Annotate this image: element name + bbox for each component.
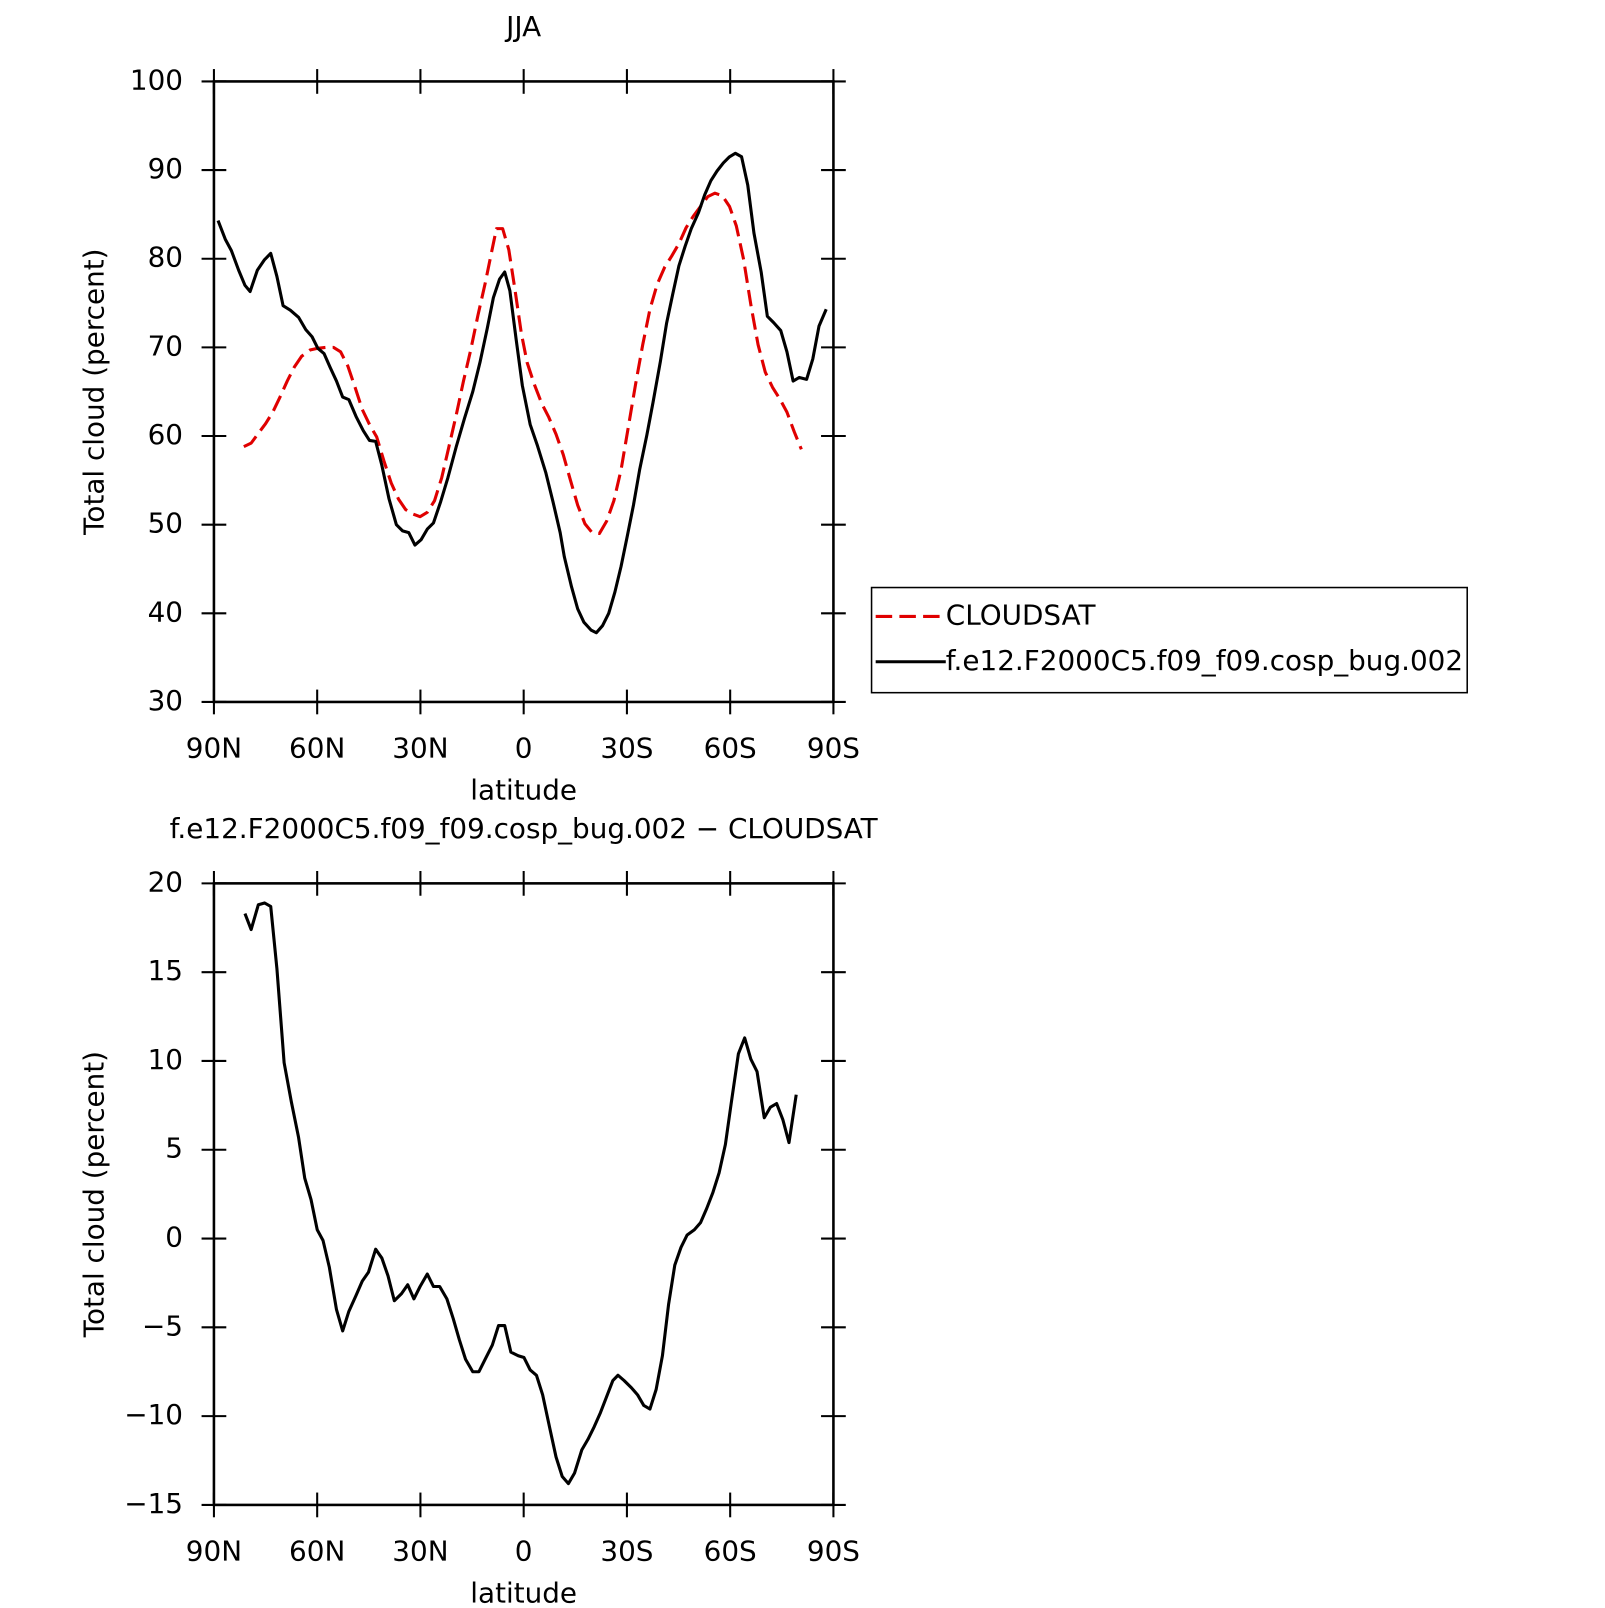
- y-axis-label: Total cloud (percent): [77, 249, 110, 536]
- y-tick-label: 60: [148, 418, 183, 451]
- x-tick-label: 60N: [289, 1534, 345, 1567]
- x-tick-label: 90S: [807, 731, 860, 764]
- plot-frame: [212, 882, 835, 1507]
- y-tick-label: −15: [124, 1487, 183, 1520]
- x-axis-label: latitude: [470, 1577, 577, 1608]
- y-tick-label: 5: [165, 1132, 183, 1165]
- x-tick-label: 60S: [704, 1534, 757, 1567]
- x-tick-label: 30N: [392, 1534, 448, 1567]
- y-tick-label: 50: [148, 507, 183, 540]
- data-line: [243, 191, 803, 536]
- chart-title: f.e12.F2000C5.f09_f09.cosp_bug.002 − CLO…: [170, 812, 879, 845]
- x-tick-label: 90N: [186, 731, 242, 764]
- y-tick-label: 100: [130, 63, 183, 96]
- x-tick-label: 60S: [704, 731, 757, 764]
- legend-label: f.e12.F2000C5.f09_f09.cosp_bug.002: [946, 644, 1463, 677]
- data-line: [216, 151, 828, 635]
- y-tick-label: −10: [124, 1398, 183, 1431]
- x-tick-label: 0: [515, 731, 533, 764]
- x-tick-label: 30S: [600, 1534, 653, 1567]
- x-axis-label: latitude: [470, 774, 577, 807]
- legend-label: CLOUDSAT: [946, 598, 1097, 631]
- y-tick-label: 80: [148, 241, 183, 274]
- y-tick-label: 90: [148, 152, 183, 185]
- y-tick-label: −5: [142, 1309, 183, 1342]
- x-tick-label: 30S: [600, 731, 653, 764]
- x-tick-label: 0: [515, 1534, 533, 1567]
- y-tick-label: 15: [148, 954, 183, 987]
- y-tick-label: 0: [165, 1221, 183, 1254]
- legend-box: [870, 586, 1468, 694]
- x-tick-label: 90S: [807, 1534, 860, 1567]
- y-tick-label: 30: [148, 684, 183, 717]
- data-line: [243, 901, 798, 1486]
- x-tick-label: 90N: [186, 1534, 242, 1567]
- x-tick-label: 30N: [392, 731, 448, 764]
- y-tick-label: 20: [148, 865, 183, 898]
- y-tick-label: 40: [148, 595, 183, 628]
- y-tick-label: 10: [148, 1043, 183, 1076]
- legend: CLOUDSAT f.e12.F2000C5.f09_f09.cosp_bug.0…: [870, 586, 1468, 694]
- y-tick-label: 70: [148, 329, 183, 362]
- chart-title: JJA: [504, 10, 541, 43]
- x-tick-label: 60N: [289, 731, 345, 764]
- y-axis-label: Total cloud (percent): [77, 1051, 110, 1338]
- plot-frame: [212, 80, 835, 704]
